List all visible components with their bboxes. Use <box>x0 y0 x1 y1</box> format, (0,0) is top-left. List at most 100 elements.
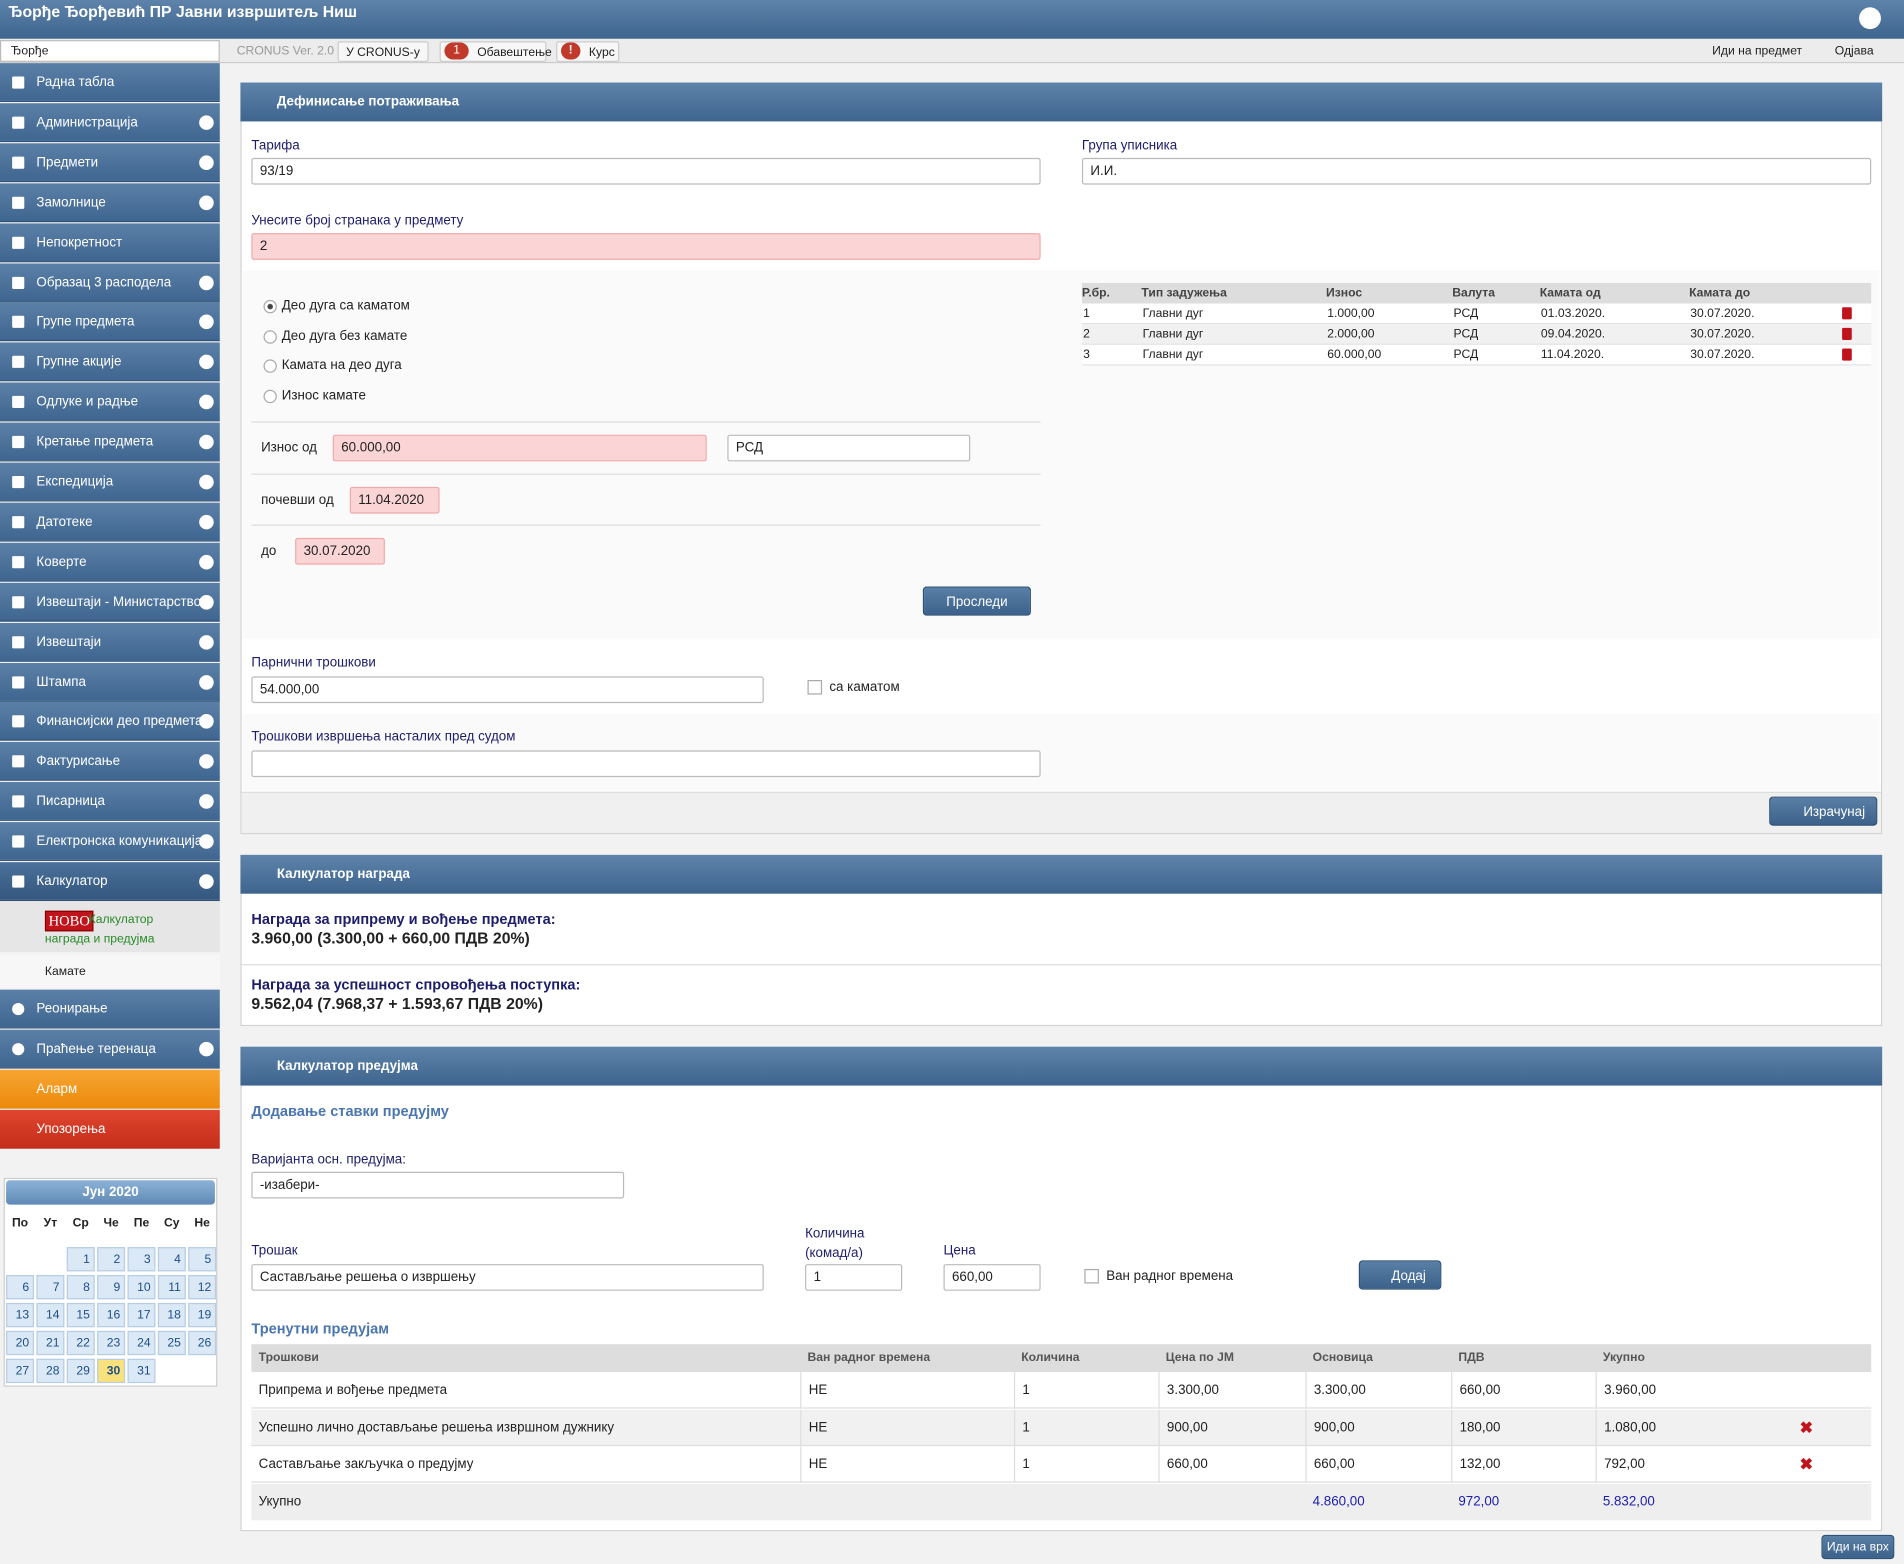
calendar-day[interactable]: 31 <box>127 1358 156 1384</box>
calendar-day[interactable]: 8 <box>66 1275 95 1300</box>
calendar-day[interactable]: 26 <box>188 1330 217 1356</box>
menu-item[interactable]: Реонирање <box>0 989 220 1029</box>
delete-icon[interactable] <box>1842 348 1852 362</box>
calendar-day[interactable]: 5 <box>188 1247 217 1272</box>
amount-input[interactable]: 60.000,00 <box>332 434 707 462</box>
calendar-day[interactable]: 17 <box>127 1302 156 1328</box>
radio[interactable] <box>263 299 277 314</box>
menu-item[interactable]: Кретање предмета <box>0 422 220 462</box>
label: до <box>261 544 277 559</box>
calendar-day[interactable]: 15 <box>66 1302 95 1328</box>
tariff-select[interactable]: 93/19 <box>251 157 1041 185</box>
parties-input[interactable]: 2 <box>251 233 1041 260</box>
checkbox[interactable] <box>1084 1268 1099 1284</box>
menu-item[interactable]: Извештаји <box>0 622 220 662</box>
menu-item[interactable]: Образац 3 расподела <box>0 262 220 302</box>
from-date[interactable]: 11.04.2020 <box>349 486 440 514</box>
menu-icon <box>12 795 25 808</box>
calendar-day[interactable]: 3 <box>127 1247 156 1272</box>
calendar-day[interactable]: 7 <box>36 1275 65 1300</box>
calendar-day[interactable]: 22 <box>66 1330 95 1356</box>
calendar-day[interactable]: 23 <box>97 1330 126 1356</box>
menu-item[interactable]: Фактурисање <box>0 742 220 782</box>
menu-item[interactable]: Замолнице <box>0 182 220 222</box>
add-button[interactable]: Додај <box>1358 1260 1442 1290</box>
calendar-day[interactable]: 11 <box>157 1275 186 1300</box>
menu-item[interactable]: Финансијски део предмета <box>0 702 220 742</box>
menu-item[interactable]: Непокретност <box>0 222 220 262</box>
menu-item[interactable]: Администрација <box>0 103 220 142</box>
calendar-day[interactable]: 14 <box>36 1302 65 1328</box>
menu-icon <box>12 635 25 648</box>
checkbox[interactable] <box>807 680 823 695</box>
calendar-day[interactable]: 2 <box>97 1247 126 1272</box>
info-button[interactable]: У CRONUS-у <box>337 41 429 62</box>
calendar-day[interactable]: 20 <box>6 1330 35 1356</box>
calendar-day[interactable]: 24 <box>127 1330 156 1356</box>
calendar-day[interactable]: 21 <box>36 1330 65 1356</box>
menu-item[interactable]: Штампа <box>0 662 220 702</box>
menu-item[interactable]: Праћење теренаца <box>0 1029 220 1069</box>
radio[interactable] <box>263 329 277 344</box>
variant-select[interactable]: -изабери- <box>251 1171 625 1199</box>
cost-select[interactable]: Састављање решења о извршењу <box>251 1264 764 1291</box>
calendar-day[interactable]: 9 <box>97 1275 126 1300</box>
submit-button[interactable]: Проследи <box>922 586 1031 616</box>
radio[interactable] <box>263 359 277 374</box>
court-input[interactable] <box>251 750 1041 778</box>
remove-icon[interactable]: ✖ <box>1799 1454 1813 1473</box>
menu-item[interactable]: Датотеке <box>0 502 220 542</box>
menu-item[interactable]: Електронска комуникација <box>0 822 220 862</box>
back-to-top[interactable]: Иди на врх <box>1821 1534 1895 1560</box>
menu-item[interactable]: Радна табла <box>0 63 220 103</box>
calendar-day[interactable]: 13 <box>6 1302 35 1328</box>
menu-item[interactable]: Предмети <box>0 143 220 182</box>
calendar-day[interactable]: 1 <box>66 1247 95 1272</box>
calendar-day[interactable]: 16 <box>97 1302 126 1328</box>
delete-icon[interactable] <box>1842 328 1852 341</box>
menu-item[interactable]: Извештаји - Министарство <box>0 582 220 622</box>
calendar-day[interactable]: 30 <box>97 1358 126 1384</box>
delete-icon[interactable] <box>1842 307 1852 320</box>
qty-input[interactable]: 1 <box>805 1264 903 1291</box>
weekday: Ср <box>72 1216 89 1231</box>
submenu-item[interactable] <box>0 954 220 989</box>
warnings[interactable]: Упозорења <box>0 1109 220 1149</box>
menu-item[interactable]: Експедиција <box>0 462 220 502</box>
goto-case[interactable]: Иди на предмет <box>1712 44 1803 59</box>
calendar-day[interactable]: 10 <box>127 1275 156 1300</box>
calendar-day[interactable]: 12 <box>188 1275 217 1300</box>
menu-item[interactable]: Писарница <box>0 782 220 822</box>
calendar-day[interactable]: 29 <box>66 1358 95 1384</box>
menu-item[interactable]: Одлуке и радње <box>0 382 220 422</box>
user-select[interactable]: Ђорђе <box>0 40 220 62</box>
price-input[interactable]: 660,00 <box>943 1264 1041 1291</box>
settings-button[interactable] <box>1859 7 1881 30</box>
menu-item[interactable]: Групне акције <box>0 342 220 382</box>
calendar-day[interactable]: 4 <box>157 1247 186 1272</box>
currency-select[interactable]: РСД <box>727 434 971 462</box>
calculate-button[interactable]: Израчунај <box>1769 796 1878 826</box>
calendar-day[interactable]: 28 <box>36 1358 65 1384</box>
menu-item[interactable]: Групе предмета <box>0 302 220 342</box>
to-date[interactable]: 30.07.2020 <box>295 537 385 565</box>
calendar-day[interactable]: 19 <box>188 1302 217 1328</box>
remove-icon[interactable]: ✖ <box>1799 1417 1813 1436</box>
submenu-new[interactable] <box>0 901 220 953</box>
alarm[interactable]: Аларм <box>0 1069 220 1109</box>
group-select[interactable]: И.И. <box>1081 157 1872 185</box>
calendar-day[interactable]: 18 <box>157 1302 186 1328</box>
calendar-day[interactable]: 6 <box>6 1275 35 1300</box>
calendar-day[interactable]: 25 <box>157 1330 186 1356</box>
panel-title: Калкулатор предујма <box>240 1046 1883 1086</box>
litigation-input[interactable]: 54.000,00 <box>251 676 764 704</box>
menu-item[interactable]: Коверте <box>0 542 220 582</box>
menu-item[interactable]: Калкулатор <box>0 862 220 902</box>
logout[interactable]: Одјава <box>1834 44 1874 59</box>
radio[interactable] <box>263 389 277 403</box>
app-title: Ђорђе Ђорђевић ПР Јавни извршитељ Ниш <box>8 2 358 21</box>
weekday: Че <box>103 1216 119 1231</box>
calendar-day[interactable]: 27 <box>6 1358 35 1384</box>
chevron <box>199 834 214 849</box>
